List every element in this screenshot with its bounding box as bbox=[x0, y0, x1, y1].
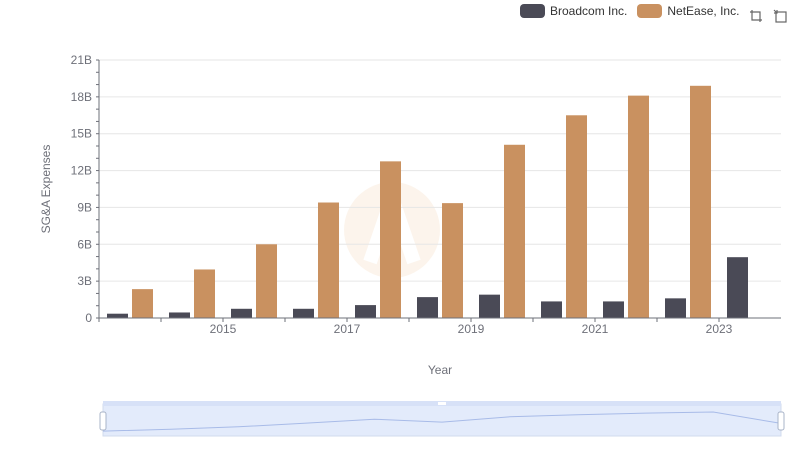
zoom-grip bbox=[438, 402, 446, 405]
bar-broadcom-2021 bbox=[541, 301, 562, 318]
legend-label-netease: NetEase, Inc. bbox=[667, 4, 740, 18]
legend: Broadcom Inc. NetEase, Inc. bbox=[520, 4, 749, 18]
bar-netease-2022 bbox=[628, 95, 649, 318]
bar-netease-2019 bbox=[442, 203, 463, 318]
zoom-preview-line bbox=[102, 411, 782, 432]
bar-broadcom-2016 bbox=[231, 308, 252, 318]
x-tick-label: 2015 bbox=[210, 322, 237, 336]
toolbox bbox=[747, 7, 795, 25]
bar-netease-2017 bbox=[318, 202, 339, 318]
bar-broadcom-2014 bbox=[107, 313, 128, 318]
bar-netease-2018 bbox=[380, 161, 401, 318]
zoom-background bbox=[102, 403, 782, 437]
y-tick-label: 18B bbox=[71, 90, 92, 104]
zoom-icon[interactable] bbox=[747, 7, 765, 25]
bar-broadcom-2015 bbox=[169, 312, 190, 318]
x-tick-label: 2017 bbox=[334, 322, 361, 336]
x-tick-label: 2023 bbox=[706, 322, 733, 336]
restore-icon[interactable] bbox=[771, 7, 789, 25]
legend-item-broadcom[interactable]: Broadcom Inc. bbox=[520, 4, 627, 18]
bar-broadcom-2017 bbox=[293, 308, 314, 318]
y-tick-label: 21B bbox=[71, 53, 92, 67]
bar-broadcom-2018 bbox=[355, 305, 376, 318]
y-tick-label: 0 bbox=[85, 311, 92, 325]
x-axis-title: Year bbox=[428, 363, 452, 377]
bar-netease-2015 bbox=[194, 269, 215, 318]
bar-netease-2021 bbox=[566, 115, 587, 319]
bar-netease-2023 bbox=[690, 85, 711, 318]
legend-swatch-netease bbox=[637, 4, 663, 18]
data-zoom-slider[interactable] bbox=[99, 401, 785, 437]
zoom-handle-left[interactable] bbox=[99, 411, 107, 431]
y-axis-title: SG&A Expenses bbox=[39, 145, 53, 234]
x-tick-label: 2019 bbox=[458, 322, 485, 336]
y-tick-label: 9B bbox=[77, 200, 92, 214]
bar-netease-2014 bbox=[132, 289, 153, 318]
y-tick-label: 6B bbox=[77, 237, 92, 251]
bar-netease-2016 bbox=[256, 244, 277, 318]
bar-broadcom-2020 bbox=[479, 294, 500, 318]
axes: 0 3B 6B 9B 12B 15B 18B 21B 2015 2017 2019 2021 2023 bbox=[71, 53, 781, 336]
bar-netease-2020 bbox=[504, 144, 525, 318]
y-tick-label: 3B bbox=[77, 274, 92, 288]
x-tick-label: 2021 bbox=[582, 322, 609, 336]
zoom-handle-right[interactable] bbox=[777, 411, 785, 431]
bar-broadcom-2022 bbox=[603, 301, 624, 318]
bar-broadcom-2024 bbox=[727, 257, 748, 318]
y-tick-label: 12B bbox=[71, 164, 92, 178]
bars bbox=[107, 85, 748, 319]
legend-item-netease[interactable]: NetEase, Inc. bbox=[637, 4, 739, 18]
bar-broadcom-2023 bbox=[665, 298, 686, 318]
legend-label-broadcom: Broadcom Inc. bbox=[550, 4, 628, 18]
bar-broadcom-2019 bbox=[417, 297, 438, 318]
y-tick-label: 15B bbox=[71, 127, 92, 141]
legend-swatch-broadcom bbox=[520, 4, 545, 18]
grid-lines bbox=[99, 59, 781, 282]
